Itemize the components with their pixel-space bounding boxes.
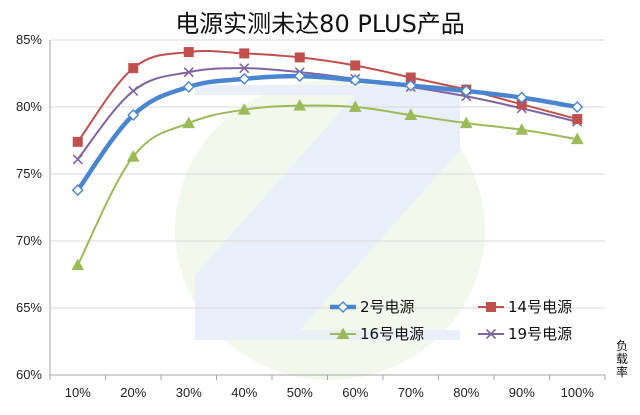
data-point <box>182 116 196 129</box>
data-point <box>349 74 362 87</box>
data-point <box>182 80 195 93</box>
x-tick-label: 60% <box>342 385 368 400</box>
series-3 <box>71 99 584 271</box>
data-point <box>238 72 251 85</box>
y-tick-label: 65% <box>16 300 42 315</box>
series-1 <box>71 70 584 197</box>
axes: 60% 65% 70% 75% 80% 85% 10% 20% 30% 40% 50% 60% 70% 8… <box>16 32 606 400</box>
legend-item: 19号电源 <box>478 325 572 343</box>
data-point <box>128 63 139 74</box>
series <box>71 47 584 271</box>
y-tick-label: 80% <box>16 99 42 114</box>
legend-label: 16号电源 <box>360 325 424 343</box>
x-tick-label: 70% <box>398 385 424 400</box>
data-point <box>350 60 361 71</box>
y-tick-label: 85% <box>16 32 42 47</box>
legend-swatch-marker <box>485 328 497 340</box>
data-point <box>515 123 529 135</box>
series-line <box>75 73 580 193</box>
data-point <box>293 99 307 111</box>
data-point <box>239 63 250 74</box>
x-tick-label: 40% <box>231 385 257 400</box>
legend-label: 14号电源 <box>508 298 572 316</box>
legend-item: 16号电源 <box>330 325 424 343</box>
x-tick-label: 50% <box>287 385 313 400</box>
data-point <box>404 108 418 121</box>
x-tick-label: 80% <box>453 385 479 400</box>
data-point <box>237 103 251 115</box>
data-point <box>348 100 362 112</box>
legend-label: 19号电源 <box>508 325 572 343</box>
series-line <box>76 50 579 143</box>
y-tick-label: 70% <box>16 233 42 248</box>
y-tick-label: 75% <box>16 166 42 181</box>
data-point <box>183 67 194 78</box>
data-point <box>72 136 83 147</box>
data-point <box>404 79 417 92</box>
data-point <box>515 91 528 104</box>
data-point <box>72 154 83 165</box>
x-axis-unit-label: 负载率 <box>616 339 628 379</box>
data-point <box>183 47 194 58</box>
data-point <box>571 101 584 113</box>
data-point <box>71 258 85 271</box>
legend: 2号电源 14号电源 16号电源 19号电源 <box>330 298 572 343</box>
legend-swatch-marker <box>336 327 350 339</box>
data-point <box>460 84 473 97</box>
x-tick-label: 100% <box>561 385 595 400</box>
legend-swatch-marker <box>337 301 349 313</box>
y-tick-label: 60% <box>16 367 42 382</box>
legend-label: 2号电源 <box>360 298 415 316</box>
data-point <box>126 150 140 162</box>
data-point <box>570 132 584 145</box>
data-point <box>293 70 306 83</box>
series-line <box>76 67 579 161</box>
data-point <box>294 52 305 63</box>
data-point <box>459 116 473 129</box>
data-point <box>128 85 139 96</box>
x-tick-label: 20% <box>120 385 146 400</box>
watermark <box>175 80 485 380</box>
x-tick-label: 30% <box>176 385 202 400</box>
data-point <box>71 184 84 197</box>
series-line <box>76 104 579 267</box>
data-point <box>239 48 250 59</box>
x-tick-label: 90% <box>509 385 535 400</box>
x-tick-label: 10% <box>65 385 91 400</box>
legend-swatch-marker <box>486 302 496 312</box>
data-point <box>127 109 140 122</box>
legend-item: 14号电源 <box>478 298 572 316</box>
data-point <box>572 114 583 125</box>
legend-item: 2号电源 <box>330 298 415 316</box>
chart-title: 电源实测未达80 PLUS产品 <box>175 10 465 38</box>
x-unit-text: 负载率 <box>616 339 628 379</box>
